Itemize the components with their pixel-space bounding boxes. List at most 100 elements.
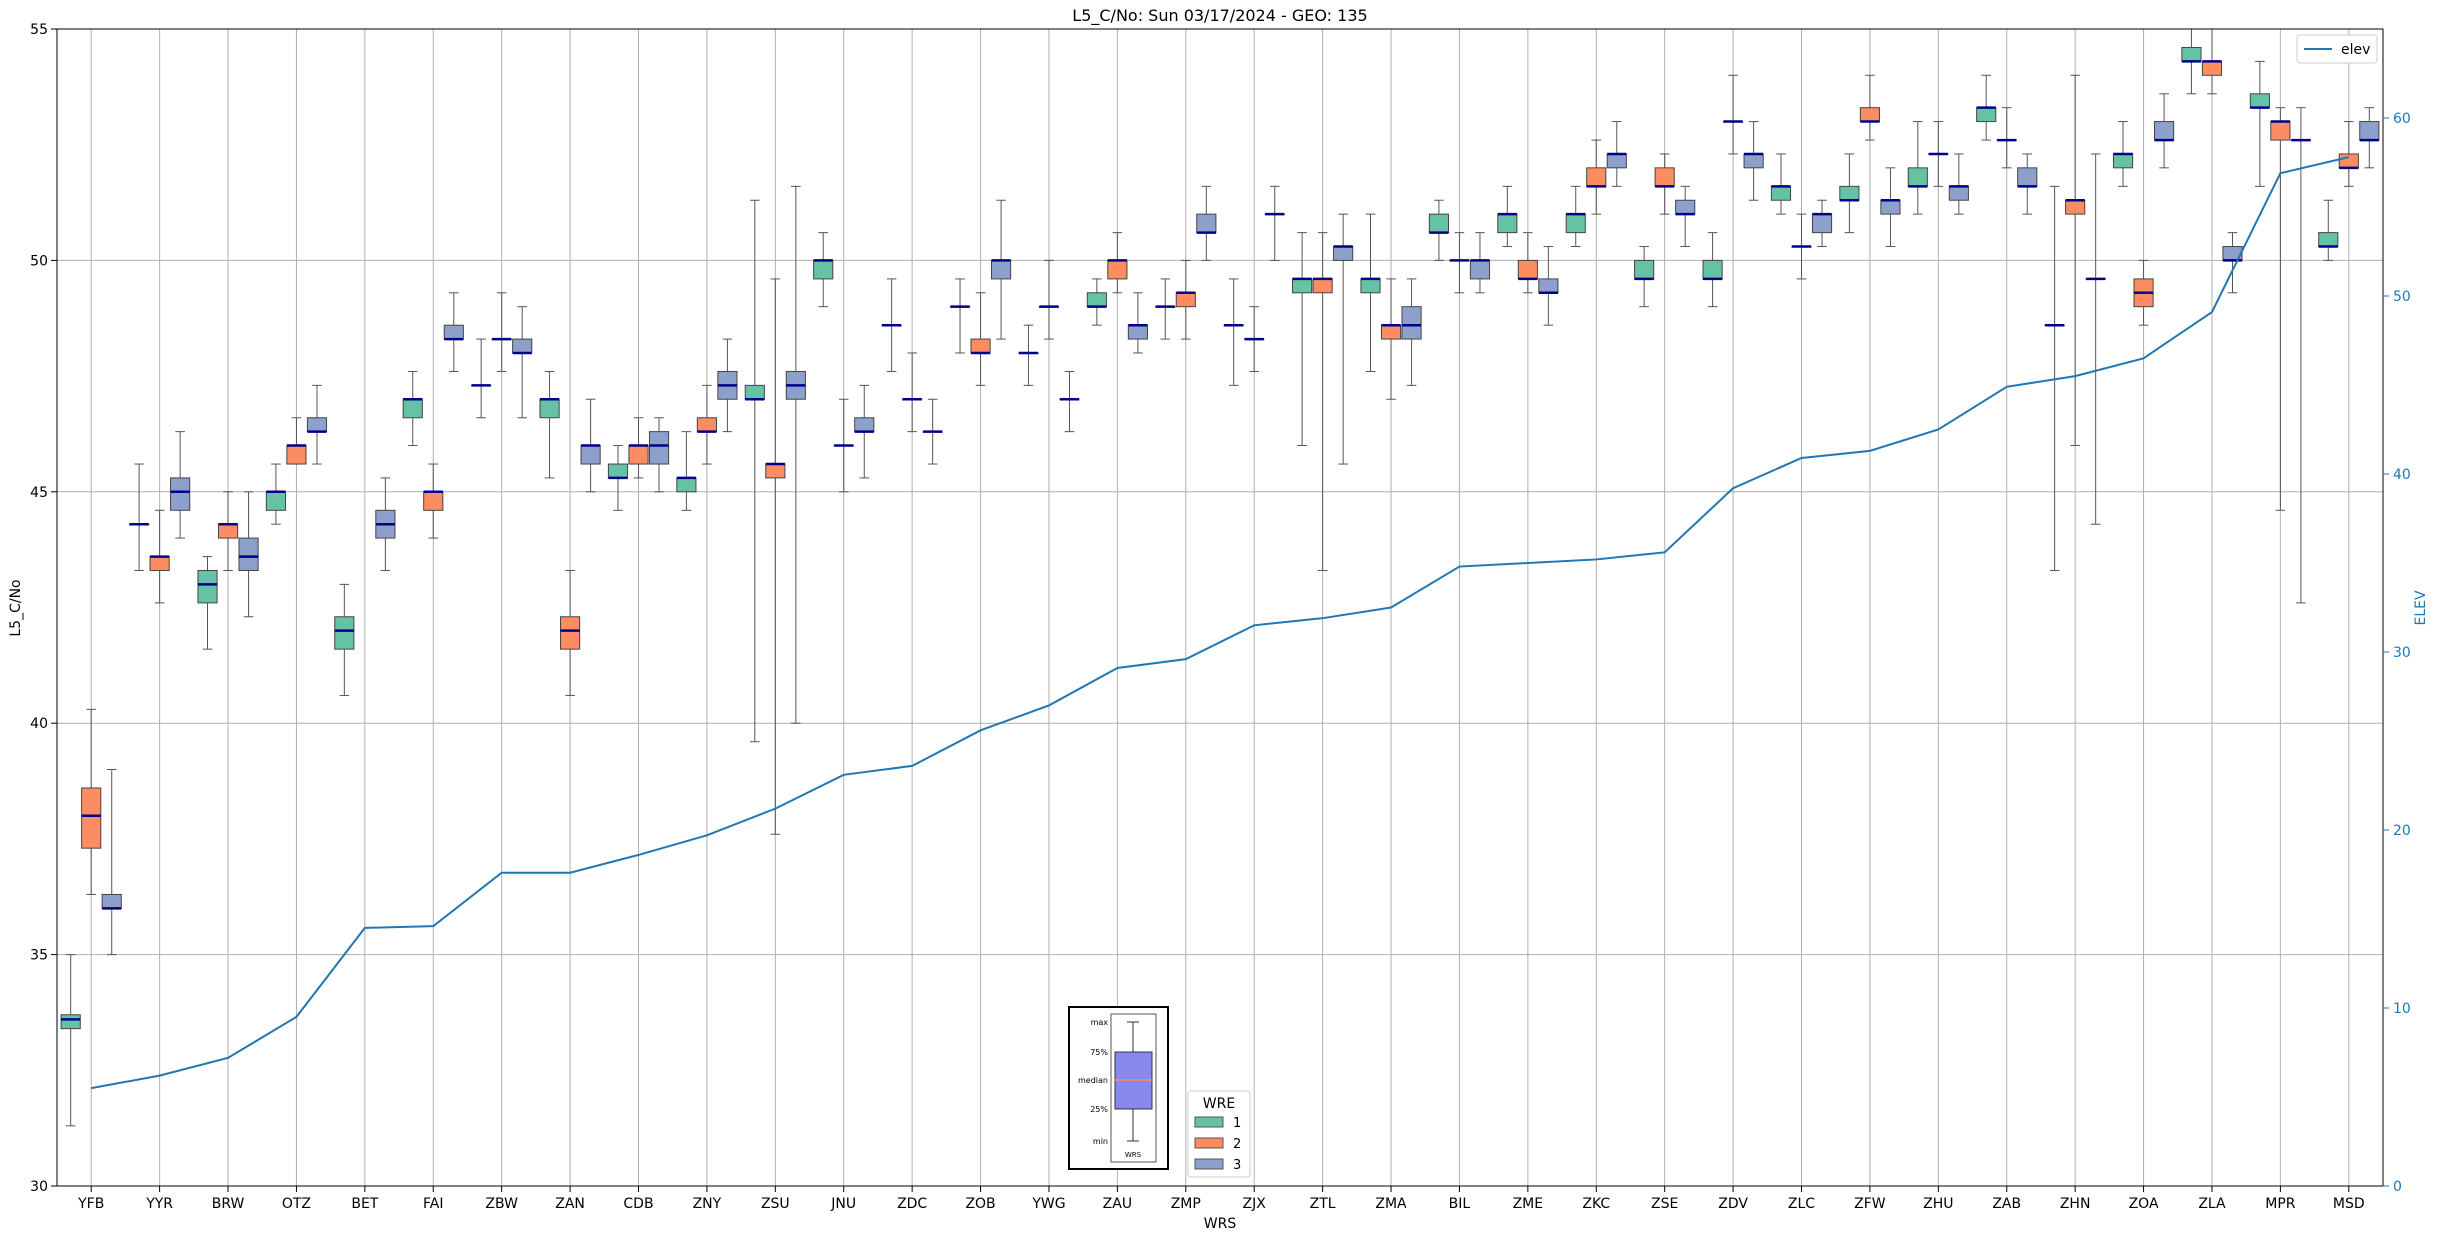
wre-legend-swatch-2	[1194, 1137, 1224, 1149]
box-body	[2359, 121, 2380, 141]
box-body	[560, 616, 581, 650]
box-key-min-label: min	[1093, 1137, 1108, 1146]
y-tick-label: 45	[30, 485, 48, 501]
y-tick-label: 35	[30, 948, 48, 964]
box-body	[1517, 259, 1538, 280]
box-body	[676, 477, 697, 493]
box-body	[1175, 292, 1196, 308]
plot-frame	[56, 28, 2384, 1187]
x-tick-label: ZDC	[897, 1196, 927, 1212]
x-tick-label: ZFW	[1854, 1196, 1886, 1212]
box-body	[744, 384, 765, 400]
y-tick-label: 55	[30, 22, 48, 38]
y2-axis-label: ELEV	[2413, 590, 2429, 625]
box-body	[1333, 246, 1354, 261]
box-body	[101, 893, 122, 909]
elev-legend: elev	[2296, 34, 2378, 64]
x-tick-label: YWG	[1031, 1196, 1065, 1212]
x-tick-label: ZSU	[761, 1196, 790, 1212]
box-body	[2112, 153, 2134, 169]
x-tick-label: MSD	[2333, 1196, 2365, 1212]
box-body	[306, 417, 328, 433]
box-body	[1401, 306, 1422, 340]
box-body	[1702, 259, 1723, 280]
box-body	[2270, 121, 2291, 141]
x-tick-label: BIL	[1449, 1196, 1471, 1212]
box-body	[1880, 199, 1901, 215]
x-tick-label: MPR	[2265, 1196, 2296, 1212]
x-tick-label: ZSE	[1651, 1196, 1678, 1212]
box-body	[648, 431, 670, 465]
box-body	[1538, 278, 1559, 294]
box-body	[170, 477, 191, 511]
box-body	[1086, 292, 1107, 308]
box-body	[197, 569, 218, 604]
x-tick-label: ZMP	[1171, 1196, 1201, 1212]
x-tick-label: ZBW	[485, 1196, 518, 1212]
wre-legend-frame	[1187, 1090, 1251, 1178]
elev-line-layer	[91, 156, 2350, 1090]
wre-legend-title: WRE	[1203, 1096, 1235, 1112]
box-body	[1948, 185, 1969, 201]
box-body	[81, 787, 102, 849]
box-body	[265, 491, 286, 511]
box-body	[217, 523, 239, 539]
y-tick-label: 40	[30, 716, 48, 732]
box-body	[539, 398, 560, 419]
grid-layer	[57, 29, 2383, 1186]
x-tick-label: FAI	[423, 1196, 443, 1212]
chart-title: L5_C/No: Sun 03/17/2024 - GEO: 135	[1072, 6, 1367, 26]
box-body	[2201, 60, 2223, 76]
x-tick-label: ZLA	[2198, 1196, 2226, 1212]
x-tick-label: ZOB	[965, 1196, 995, 1212]
box-body	[1839, 185, 1860, 201]
x-tick-label: ZKC	[1582, 1196, 1610, 1212]
box-body	[854, 417, 875, 433]
y2-tick-label: 10	[2393, 1001, 2411, 1017]
box-body	[2318, 232, 2339, 248]
box-body	[1907, 167, 1928, 187]
x-axis-label: WRS	[1204, 1216, 1237, 1232]
y-axis-label: L5_C/No	[8, 579, 24, 636]
y2-tick-label: 50	[2393, 289, 2411, 305]
wre-legend-label-3: 3	[1233, 1158, 1241, 1173]
box-body	[696, 417, 717, 433]
wre-legend-label-1: 1	[1233, 1116, 1241, 1131]
x-tick-label: ZLC	[1788, 1196, 1815, 1212]
box-body	[607, 463, 629, 479]
box-body	[628, 445, 649, 465]
box-body	[1743, 153, 1764, 169]
box-key-q3-label: 75%	[1090, 1048, 1108, 1057]
box-body	[286, 445, 307, 465]
y2-tick-label: 40	[2393, 467, 2411, 483]
box-body	[2181, 47, 2202, 62]
box-body	[1976, 107, 1997, 123]
box-body	[1469, 259, 1491, 280]
y2-tick-label: 0	[2393, 1179, 2402, 1195]
box-body	[1606, 153, 1627, 169]
box-body	[1292, 278, 1313, 294]
box-body	[1675, 199, 1696, 215]
x-tick-label: YFB	[77, 1196, 104, 1212]
box-layer	[60, 28, 2380, 1127]
box-body	[580, 445, 601, 465]
y2-tick-label: 20	[2393, 823, 2411, 839]
box-body	[1634, 259, 1655, 280]
box-body	[1565, 213, 1586, 234]
y-tick-label: 50	[30, 253, 48, 269]
x-tick-label: CDB	[623, 1196, 653, 1212]
x-tick-label: ZHU	[1923, 1196, 1953, 1212]
x-tick-label: ZTL	[1310, 1196, 1336, 1212]
box-body	[402, 398, 423, 419]
box-body	[1654, 167, 1675, 187]
x-tick-label: YYR	[145, 1196, 173, 1212]
box-key-xlabel: WRS	[1125, 1151, 1142, 1159]
x-tick-label: ZDV	[1718, 1196, 1748, 1212]
elev-legend-label: elev	[2341, 42, 2370, 58]
box-body	[2065, 199, 2086, 215]
box-body	[1859, 107, 1880, 123]
box-body	[512, 338, 533, 354]
box-body	[765, 463, 786, 479]
